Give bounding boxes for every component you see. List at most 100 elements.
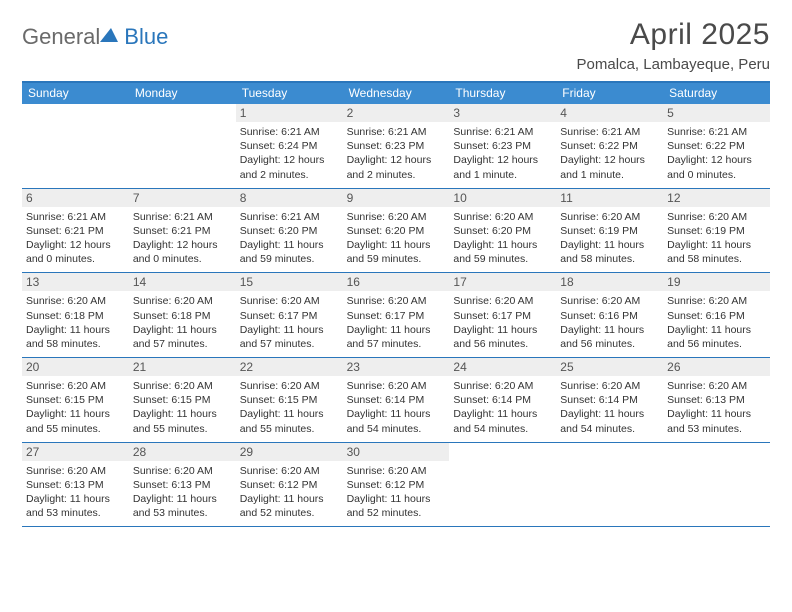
detail-line: Sunset: 6:15 PM — [26, 393, 125, 407]
detail-line: Sunrise: 6:20 AM — [133, 379, 232, 393]
calendar-cell: 10Sunrise: 6:20 AMSunset: 6:20 PMDayligh… — [449, 189, 556, 273]
calendar-cell: 1Sunrise: 6:21 AMSunset: 6:24 PMDaylight… — [236, 104, 343, 188]
calendar-cell: 14Sunrise: 6:20 AMSunset: 6:18 PMDayligh… — [129, 273, 236, 357]
detail-line: Sunrise: 6:20 AM — [133, 464, 232, 478]
detail-line: Daylight: 11 hours — [26, 407, 125, 421]
detail-line: Sunset: 6:21 PM — [133, 224, 232, 238]
calendar-cell: 13 Sunrise: 6:20 AMSunset: 6:18 PMDayligh… — [22, 273, 129, 357]
detail-line: and 56 minutes. — [560, 337, 659, 351]
detail-line: and 56 minutes. — [667, 337, 766, 351]
detail-line: Daylight: 11 hours — [667, 407, 766, 421]
detail-line: Sunrise: 6:20 AM — [560, 210, 659, 224]
detail-line: Sunrise: 6:20 AM — [667, 210, 766, 224]
detail-line: Daylight: 11 hours — [240, 323, 339, 337]
detail-line: and 53 minutes. — [667, 422, 766, 436]
day-header-row: Sunday Monday Tuesday Wednesday Thursday… — [22, 83, 770, 104]
calendar-cell: 12 Sunrise: 6:20 AMSunset: 6:19 PMDayligh… — [663, 189, 770, 273]
day-number: 25 — [556, 358, 663, 376]
day-number: 18 — [556, 273, 663, 291]
detail-line: Sunset: 6:22 PM — [560, 139, 659, 153]
day-number: 13 — [22, 273, 129, 291]
day-number: 14 — [129, 273, 236, 291]
cell-details: Sunrise: 6:21 AMSunset: 6:24 PMDaylight:… — [240, 125, 339, 182]
detail-line: Sunrise: 6:20 AM — [26, 464, 125, 478]
calendar-cell: 16Sunrise: 6:20 AMSunset: 6:17 PMDayligh… — [343, 273, 450, 357]
cell-details: Sunrise: 6:20 AMSunset: 6:14 PMDaylight:… — [560, 379, 659, 436]
weeks-container: 1Sunrise: 6:21 AMSunset: 6:24 PMDaylight… — [22, 104, 770, 527]
detail-line: and 59 minutes. — [453, 252, 552, 266]
detail-line: and 56 minutes. — [453, 337, 552, 351]
detail-line: Daylight: 12 hours — [560, 153, 659, 167]
day-number: 19 — [663, 273, 770, 291]
cell-details: Sunrise: 6:20 AMSunset: 6:15 PMDaylight:… — [26, 379, 125, 436]
week-row: 20Sunrise: 6:20 AMSunset: 6:15 PMDayligh… — [22, 358, 770, 443]
cell-details: Sunrise: 6:20 AMSunset: 6:20 PMDaylight:… — [347, 210, 446, 267]
day-number — [22, 104, 129, 108]
day-number: 8 — [236, 189, 343, 207]
detail-line: and 2 minutes. — [347, 168, 446, 182]
detail-line: Sunrise: 6:20 AM — [347, 294, 446, 308]
day-header-saturday: Saturday — [663, 83, 770, 104]
day-number — [129, 104, 236, 108]
detail-line: Daylight: 12 hours — [133, 238, 232, 252]
cell-details: Sunrise: 6:20 AMSunset: 6:15 PMDaylight:… — [240, 379, 339, 436]
detail-line: Sunset: 6:16 PM — [667, 309, 766, 323]
detail-line: and 59 minutes. — [347, 252, 446, 266]
calendar-cell: 20 Sunrise: 6:20 AMSunset: 6:15 PMDayligh… — [22, 358, 129, 442]
cell-details: Sunrise: 6:20 AMSunset: 6:20 PMDaylight:… — [453, 210, 552, 267]
detail-line: Daylight: 12 hours — [667, 153, 766, 167]
cell-details: Sunrise: 6:21 AMSunset: 6:21 PMDaylight:… — [133, 210, 232, 267]
detail-line: Sunset: 6:20 PM — [240, 224, 339, 238]
day-header-friday: Friday — [556, 83, 663, 104]
detail-line: Sunrise: 6:20 AM — [133, 294, 232, 308]
detail-line: Daylight: 11 hours — [240, 492, 339, 506]
detail-line: Daylight: 12 hours — [240, 153, 339, 167]
detail-line: Sunrise: 6:21 AM — [560, 125, 659, 139]
detail-line: and 54 minutes. — [347, 422, 446, 436]
cell-details: Sunrise: 6:20 AMSunset: 6:19 PMDaylight:… — [667, 210, 766, 267]
day-number: 3 — [449, 104, 556, 122]
day-number: 7 — [129, 189, 236, 207]
detail-line: and 57 minutes. — [347, 337, 446, 351]
detail-line: Sunrise: 6:20 AM — [347, 210, 446, 224]
detail-line: and 58 minutes. — [667, 252, 766, 266]
detail-line: Sunset: 6:13 PM — [667, 393, 766, 407]
detail-line: Daylight: 11 hours — [453, 407, 552, 421]
cell-details: Sunrise: 6:21 AMSunset: 6:21 PMDaylight:… — [26, 210, 125, 267]
detail-line: Sunset: 6:18 PM — [26, 309, 125, 323]
day-header-thursday: Thursday — [449, 83, 556, 104]
detail-line: and 55 minutes. — [26, 422, 125, 436]
day-number: 20 — [22, 358, 129, 376]
calendar-cell: 5Sunrise: 6:21 AMSunset: 6:22 PMDaylight… — [663, 104, 770, 188]
cell-details: Sunrise: 6:20 AMSunset: 6:16 PMDaylight:… — [667, 294, 766, 351]
detail-line: Sunset: 6:21 PM — [26, 224, 125, 238]
cell-details: Sunrise: 6:20 AMSunset: 6:17 PMDaylight:… — [453, 294, 552, 351]
day-number: 4 — [556, 104, 663, 122]
detail-line: and 58 minutes. — [26, 337, 125, 351]
detail-line: and 53 minutes. — [26, 506, 125, 520]
calendar-cell: 28Sunrise: 6:20 AMSunset: 6:13 PMDayligh… — [129, 443, 236, 527]
calendar-cell: 11Sunrise: 6:20 AMSunset: 6:19 PMDayligh… — [556, 189, 663, 273]
cell-details: Sunrise: 6:20 AMSunset: 6:19 PMDaylight:… — [560, 210, 659, 267]
detail-line: Sunrise: 6:21 AM — [133, 210, 232, 224]
day-number: 17 — [449, 273, 556, 291]
day-number: 12 — [663, 189, 770, 207]
detail-line: Daylight: 11 hours — [453, 323, 552, 337]
detail-line: Sunrise: 6:20 AM — [560, 294, 659, 308]
detail-line: Sunset: 6:14 PM — [560, 393, 659, 407]
detail-line: Daylight: 11 hours — [133, 492, 232, 506]
detail-line: and 55 minutes. — [240, 422, 339, 436]
calendar-cell: 22Sunrise: 6:20 AMSunset: 6:15 PMDayligh… — [236, 358, 343, 442]
detail-line: and 57 minutes. — [133, 337, 232, 351]
detail-line: Daylight: 11 hours — [26, 323, 125, 337]
day-number — [449, 443, 556, 447]
detail-line: and 58 minutes. — [560, 252, 659, 266]
day-number — [663, 443, 770, 447]
detail-line: Sunset: 6:13 PM — [133, 478, 232, 492]
detail-line: Sunrise: 6:20 AM — [26, 294, 125, 308]
detail-line: Sunset: 6:18 PM — [133, 309, 232, 323]
day-header-tuesday: Tuesday — [236, 83, 343, 104]
detail-line: and 0 minutes. — [26, 252, 125, 266]
calendar-cell: 3Sunrise: 6:21 AMSunset: 6:23 PMDaylight… — [449, 104, 556, 188]
detail-line: Daylight: 11 hours — [347, 323, 446, 337]
